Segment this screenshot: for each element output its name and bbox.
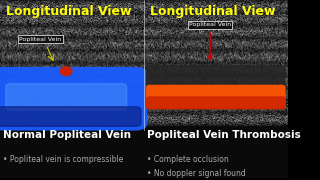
FancyBboxPatch shape — [147, 66, 285, 109]
Text: Longitudinal View: Longitudinal View — [150, 5, 275, 18]
FancyBboxPatch shape — [0, 107, 141, 126]
Text: Popliteal Vein: Popliteal Vein — [19, 37, 61, 42]
FancyBboxPatch shape — [147, 85, 285, 109]
Text: Longitudinal View: Longitudinal View — [6, 5, 131, 18]
Text: Popliteal Vein Thrombosis: Popliteal Vein Thrombosis — [147, 130, 300, 140]
Text: • Complete occlusion: • Complete occlusion — [147, 155, 228, 164]
FancyBboxPatch shape — [147, 97, 285, 109]
Ellipse shape — [60, 67, 72, 76]
Text: Popliteal Vein: Popliteal Vein — [189, 22, 231, 27]
FancyBboxPatch shape — [0, 68, 147, 130]
Text: Normal Popliteal Vein: Normal Popliteal Vein — [3, 130, 131, 140]
Bar — [0, 126, 288, 178]
Text: • No doppler signal found: • No doppler signal found — [147, 169, 245, 178]
Text: • Popliteal vein is compressible: • Popliteal vein is compressible — [3, 155, 123, 164]
FancyBboxPatch shape — [6, 84, 127, 110]
